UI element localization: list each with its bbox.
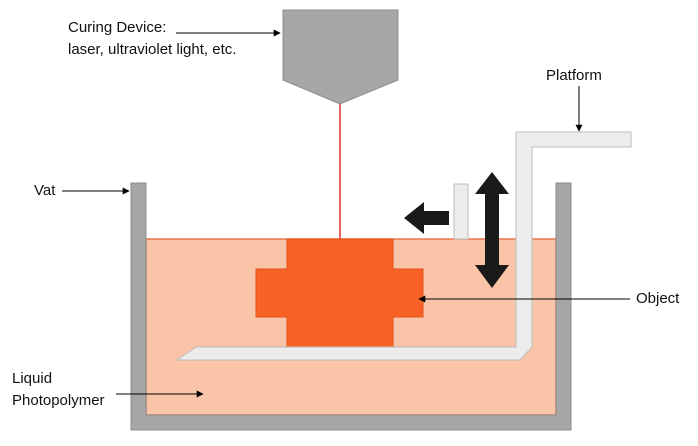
object-label: Object [636, 290, 680, 307]
platform-label: Platform [546, 67, 602, 84]
arrow-left-icon [404, 202, 449, 234]
curing-device-label-line2: laser, ultraviolet light, etc. [68, 41, 237, 58]
vat-label: Vat [34, 182, 56, 199]
curing-device [282, 9, 399, 105]
platform [175, 131, 632, 361]
liquid-photopolymer-label-line2: Photopolymer [12, 392, 105, 409]
double-arrow-vertical-icon [475, 172, 509, 288]
vat [130, 182, 572, 431]
platform-side-bar [453, 183, 469, 240]
curing-device-label-line1: Curing Device: [68, 19, 167, 36]
liquid-photopolymer-label-line1: Liquid [12, 370, 53, 387]
